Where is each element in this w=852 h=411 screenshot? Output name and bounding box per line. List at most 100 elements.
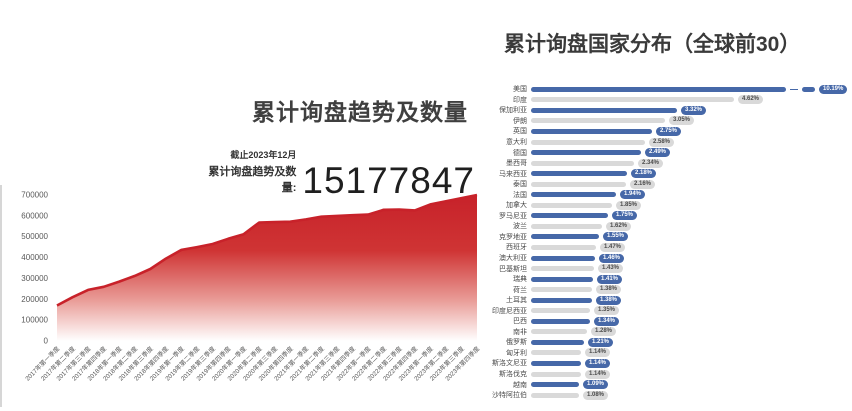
bar-track: 1.46% (531, 253, 852, 263)
country-label: 斯洛伐克 (499, 371, 527, 379)
value-badge: 1.38% (596, 295, 622, 305)
country-bar-row: 保加利亚 3.32% (490, 105, 852, 116)
bar-track: 2.75% (531, 126, 852, 136)
country-bar-row: 斯洛伐克 1.14% (490, 369, 852, 380)
country-bar-row: 巴基斯坦 1.43% (490, 263, 852, 274)
y-axis-tick-label: 0 (44, 337, 49, 346)
bar (531, 202, 612, 208)
country-label: 俄罗斯 (506, 339, 527, 347)
country-label: 马来西亚 (499, 170, 527, 178)
value-badge: 2.34% (638, 158, 664, 168)
bar (531, 392, 579, 398)
country-label: 瑞典 (513, 276, 527, 284)
bar (531, 171, 627, 177)
bar-track: 1.21% (531, 337, 852, 347)
country-label: 荷兰 (513, 286, 527, 294)
bar (531, 192, 616, 198)
bar (802, 86, 815, 92)
value-badge: 2.16% (630, 179, 656, 189)
country-label: 巴基斯坦 (499, 265, 527, 273)
bar (531, 266, 594, 272)
value-badge: 1.75% (612, 211, 638, 221)
country-bar-row: 澳大利亚 1.46% (490, 253, 852, 264)
country-label: 法国 (513, 191, 527, 199)
y-axis-tick-label: 500000 (21, 232, 48, 241)
value-badge: 2.49% (645, 148, 671, 158)
country-bar-row: 匈牙利 1.14% (490, 348, 852, 359)
country-bar-row: 土耳其 1.38% (490, 295, 852, 306)
bar-track: 1.62% (531, 221, 852, 231)
country-chart-panel: 累计询盘国家分布（全球前30） 美国 10.19% 印度 4.62% 保加利亚 3.32%… (490, 0, 852, 411)
country-label: 澳大利亚 (499, 255, 527, 263)
total-stat-label: 累计询盘趋势及数量: (208, 166, 297, 194)
bar-track: 2.49% (531, 148, 852, 158)
bar-track: 1.35% (531, 306, 852, 316)
y-axis-tick-label: 300000 (21, 274, 48, 283)
value-badge: 1.43% (598, 264, 624, 274)
axis-break-icon (790, 88, 798, 91)
bar-track: 2.34% (531, 158, 852, 168)
country-label: 加拿大 (506, 202, 527, 210)
bar (531, 339, 584, 345)
value-badge: 1.14% (585, 348, 611, 358)
country-bar-row: 墨西哥 2.34% (490, 158, 852, 169)
country-bar-row: 俄罗斯 1.21% (490, 337, 852, 348)
bar (531, 308, 590, 314)
country-label: 伊朗 (513, 117, 527, 125)
value-badge: 3.05% (669, 116, 695, 126)
country-bar-row: 瑞典 1.41% (490, 274, 852, 285)
bar-track: 3.05% (531, 116, 852, 126)
country-bar-row: 意大利 2.58% (490, 137, 852, 148)
bar-track: 1.09% (531, 380, 852, 390)
y-axis-tick-label: 600000 (21, 211, 48, 220)
country-bar-row: 马来西亚 2.18% (490, 168, 852, 179)
value-badge: 2.18% (631, 169, 657, 179)
value-badge: 1.35% (594, 306, 620, 316)
country-bar-row: 英国 2.75% (490, 126, 852, 137)
country-label: 德国 (513, 149, 527, 157)
country-label: 英国 (513, 128, 527, 136)
value-badge: 2.58% (649, 137, 675, 147)
bar-track: 3.32% (531, 105, 852, 115)
value-badge: 1.14% (585, 358, 611, 368)
bar (531, 297, 592, 303)
country-chart-title: 累计询盘国家分布（全球前30） (504, 33, 801, 56)
bar (531, 86, 786, 92)
bar-track: 1.14% (531, 348, 852, 358)
country-label: 意大利 (506, 139, 527, 146)
bar-track: 1.47% (531, 242, 852, 252)
bar (531, 318, 590, 324)
country-label: 越南 (513, 381, 527, 389)
country-label: 巴西 (513, 318, 527, 326)
country-label: 斯洛文尼亚 (492, 360, 527, 368)
value-badge: 1.41% (597, 274, 623, 284)
country-label: 美国 (513, 86, 527, 94)
bar (531, 181, 626, 187)
bar (531, 223, 602, 229)
country-bar-row: 印度 4.62% (490, 95, 852, 106)
value-badge: 1.94% (620, 190, 646, 200)
bar (531, 382, 579, 388)
value-badge: 4.62% (738, 95, 764, 105)
bar-track: 1.34% (531, 316, 852, 326)
bar (531, 97, 734, 103)
bar-track: 4.62% (531, 95, 852, 105)
country-bar-row: 南非 1.28% (490, 327, 852, 338)
bar (531, 150, 641, 156)
value-badge: 10.19% (819, 84, 848, 94)
bar-track: 1.38% (531, 285, 852, 295)
value-badge: 3.32% (681, 105, 707, 115)
value-badge: 1.47% (600, 242, 626, 252)
country-bar-row: 巴西 1.34% (490, 316, 852, 327)
value-badge: 2.75% (656, 126, 682, 136)
country-bars: 美国 10.19% 印度 4.62% 保加利亚 3.32% 伊朗 3.05% 英国 2.75% 意大… (490, 84, 852, 400)
bar-track: 2.18% (531, 169, 852, 179)
bar-track: 1.28% (531, 327, 852, 337)
bar (531, 213, 608, 219)
bar (531, 244, 596, 250)
country-bar-row: 西班牙 1.47% (490, 242, 852, 253)
country-bar-row: 印度尼西亚 1.35% (490, 305, 852, 316)
bar-track: 1.14% (531, 358, 852, 368)
country-label: 罗马尼亚 (499, 212, 527, 220)
